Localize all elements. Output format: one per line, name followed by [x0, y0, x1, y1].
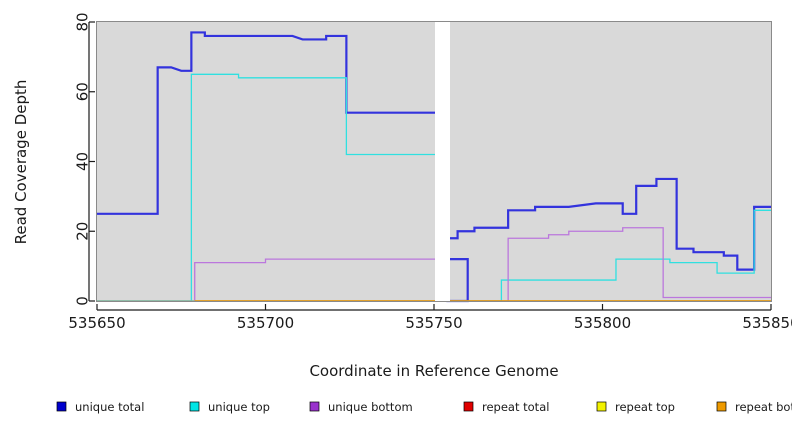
- legend-label-unique-bottom: unique bottom: [328, 400, 413, 414]
- legend-swatch-unique-total: [56, 401, 67, 412]
- x-tick-label: 535650: [68, 314, 125, 332]
- x-tick-label: 535850: [742, 314, 792, 332]
- legend: unique total unique top unique bottom repea…: [56, 400, 792, 414]
- y-tick-label: 80: [74, 12, 92, 31]
- legend-label-unique-top: unique top: [208, 400, 270, 414]
- legend-label-repeat-total: repeat total: [482, 400, 549, 414]
- y-tick-label: 40: [74, 152, 92, 171]
- legend-label-repeat-bottom: repeat bottom: [735, 400, 792, 414]
- legend-swatch-unique-bottom: [309, 401, 320, 412]
- y-tick-label: 60: [74, 82, 92, 101]
- panel-gap: [435, 21, 450, 302]
- plot-panel-background: [97, 22, 771, 301]
- y-axis-title: Read Coverage Depth: [12, 80, 30, 245]
- x-tick-label: 535700: [237, 314, 294, 332]
- x-tick-label: 535800: [574, 314, 631, 332]
- legend-label-repeat-top: repeat top: [615, 400, 675, 414]
- legend-swatch-repeat-total: [463, 401, 474, 412]
- legend-swatch-repeat-bottom: [716, 401, 727, 412]
- series-line-unique-total: [97, 31, 771, 303]
- series-line-unique-bottom: [97, 227, 771, 302]
- legend-label-unique-total: unique total: [75, 400, 144, 414]
- plot-frame: [96, 21, 772, 302]
- legend-swatch-unique-top: [189, 401, 200, 412]
- x-axis-title: Coordinate in Reference Genome: [309, 362, 558, 380]
- y-tick-label: 20: [74, 222, 92, 241]
- y-tick-label: 0: [74, 296, 92, 306]
- x-tick-label: 535750: [405, 314, 462, 332]
- legend-swatch-repeat-top: [596, 401, 607, 412]
- axes: 0 20 40 60 80 535650 535700 535750 535800 535850: [68, 12, 792, 332]
